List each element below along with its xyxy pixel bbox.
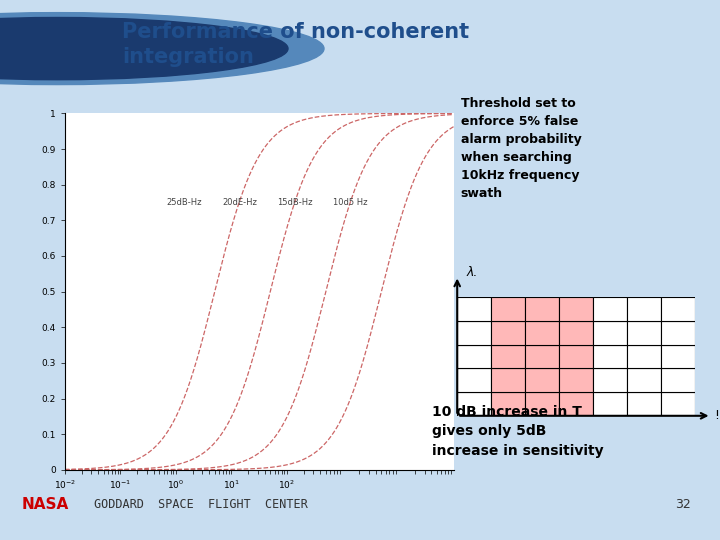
- Bar: [627, 368, 661, 392]
- Text: Performance of non-coherent
integration: Performance of non-coherent integration: [122, 22, 469, 67]
- Bar: [559, 392, 593, 416]
- Circle shape: [0, 12, 324, 85]
- Text: NASA: NASA: [22, 497, 69, 512]
- Bar: [627, 321, 661, 345]
- Text: 15dB-Hz: 15dB-Hz: [277, 198, 312, 207]
- Text: 20dE-Hz: 20dE-Hz: [222, 198, 257, 207]
- Circle shape: [0, 17, 288, 80]
- Text: !: !: [714, 409, 719, 422]
- Bar: [525, 297, 559, 321]
- Text: GODDARD  SPACE  FLIGHT  CENTER: GODDARD SPACE FLIGHT CENTER: [94, 498, 307, 511]
- Bar: [559, 368, 593, 392]
- Bar: [491, 297, 525, 321]
- Bar: [593, 297, 627, 321]
- Bar: [593, 392, 627, 416]
- Bar: [627, 345, 661, 368]
- Bar: [457, 321, 491, 345]
- Text: 32: 32: [675, 498, 691, 511]
- Bar: [661, 321, 695, 345]
- Bar: [491, 321, 525, 345]
- Bar: [593, 345, 627, 368]
- Bar: [491, 392, 525, 416]
- Bar: [593, 321, 627, 345]
- Text: λ.: λ.: [467, 266, 478, 279]
- Bar: [627, 297, 661, 321]
- Text: 10 dB increase in T
gives only 5dB
increase in sensitivity: 10 dB increase in T gives only 5dB incre…: [432, 405, 603, 458]
- Text: 25dB-Hz: 25dB-Hz: [166, 198, 202, 207]
- Bar: [661, 297, 695, 321]
- Bar: [559, 321, 593, 345]
- Bar: [525, 392, 559, 416]
- Bar: [457, 368, 491, 392]
- Bar: [525, 345, 559, 368]
- Bar: [559, 345, 593, 368]
- Text: Threshold set to
enforce 5% false
alarm probability
when searching
10kHz frequen: Threshold set to enforce 5% false alarm …: [461, 97, 582, 200]
- Bar: [661, 392, 695, 416]
- Bar: [457, 297, 491, 321]
- Text: 10d5 Hz: 10d5 Hz: [333, 198, 368, 207]
- Bar: [457, 345, 491, 368]
- Bar: [627, 392, 661, 416]
- Bar: [661, 345, 695, 368]
- Bar: [559, 297, 593, 321]
- Bar: [525, 321, 559, 345]
- Bar: [491, 345, 525, 368]
- Bar: [593, 368, 627, 392]
- Bar: [491, 368, 525, 392]
- Bar: [525, 368, 559, 392]
- Bar: [661, 368, 695, 392]
- Bar: [457, 392, 491, 416]
